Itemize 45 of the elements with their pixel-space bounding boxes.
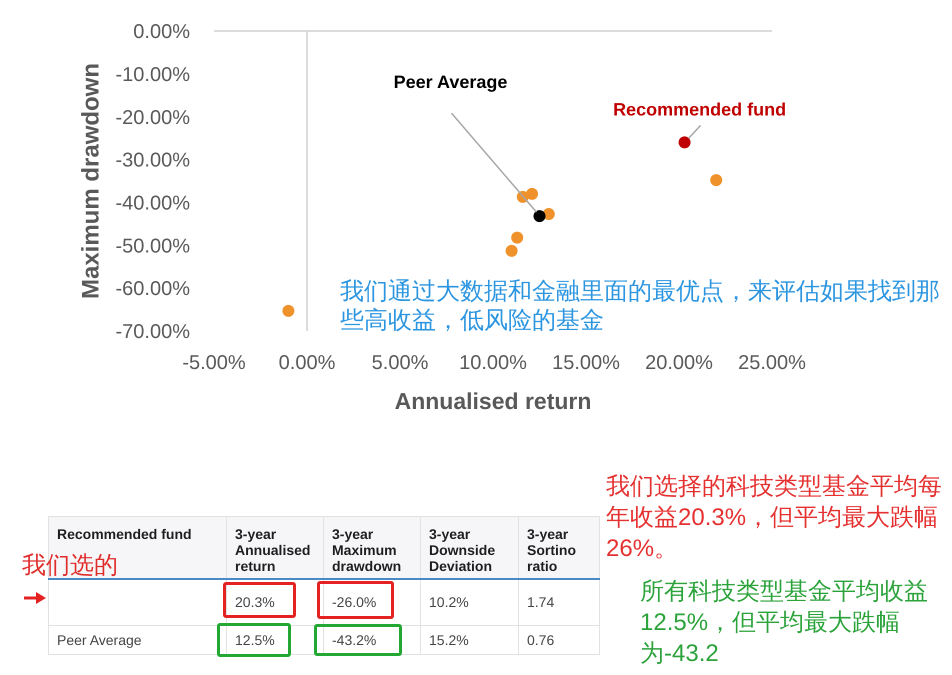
category-label: Recommended fund [57, 526, 192, 542]
point [678, 136, 691, 148]
text: 10.2% [429, 594, 469, 610]
text: 15.2% [429, 632, 469, 648]
category-label: 3-year Annualised return [226, 516, 324, 578]
y-tick-label: -10.00% [116, 64, 190, 86]
category-label: 3-year Sortino ratio [518, 516, 600, 578]
x-axis-title: Annualised return [394, 388, 592, 414]
text: 12.5% [235, 632, 275, 648]
x-tick-label: 10.00% [459, 352, 528, 374]
x-tick-label: 15.00% [552, 352, 620, 374]
y-tick-label: 0.00% [133, 21, 190, 44]
text: 0.76 [527, 632, 554, 648]
point [282, 304, 294, 317]
text: 1.74 [527, 594, 554, 610]
x-tick-label: 5.00% [372, 352, 429, 374]
point [511, 232, 524, 244]
text: -43.2% [332, 632, 376, 648]
x-tick-label: -5.00% [182, 352, 246, 374]
point [506, 244, 518, 257]
point [526, 188, 538, 200]
text: 我们选的 [22, 551, 119, 581]
y-tick-label: -50.00% [116, 235, 190, 258]
y-axis-title: Maximum drawdown [78, 62, 105, 300]
text: -26.0% [332, 594, 376, 610]
y-tick-label: -30.00% [116, 150, 190, 172]
text: 所有科技类型基金平均收益12.5%，但平均最大跌幅为-43.2 [640, 577, 929, 669]
text: 我们选择的科技类型基金平均每年收益20.3%，但平均最大跌幅26%。 [606, 472, 943, 564]
x-tick-label: 20.00% [645, 352, 714, 374]
point [542, 208, 555, 220]
x-tick-label: 25.00% [738, 352, 806, 374]
y-tick-label: -40.00% [116, 192, 190, 215]
annotation: 我们通过大数据和金融里面的最优点，来评估如果找到那些高收益，低风险的基金 [340, 277, 941, 335]
text: 20.3% [235, 594, 275, 610]
text: Peer Average [394, 72, 508, 92]
y-tick-label: -20.00% [116, 106, 190, 129]
text: Peer Average [57, 632, 142, 648]
point [534, 210, 546, 222]
category-label: 3-year Downside Deviation [420, 516, 518, 578]
category-label: 3-year Maximum drawdown [324, 516, 420, 578]
x-tick-label: 0.00% [278, 352, 336, 374]
point [710, 174, 722, 186]
y-tick-label: -70.00% [116, 321, 190, 344]
y-tick-label: -60.00% [116, 278, 190, 300]
series-label: Recommended fund [613, 99, 786, 120]
